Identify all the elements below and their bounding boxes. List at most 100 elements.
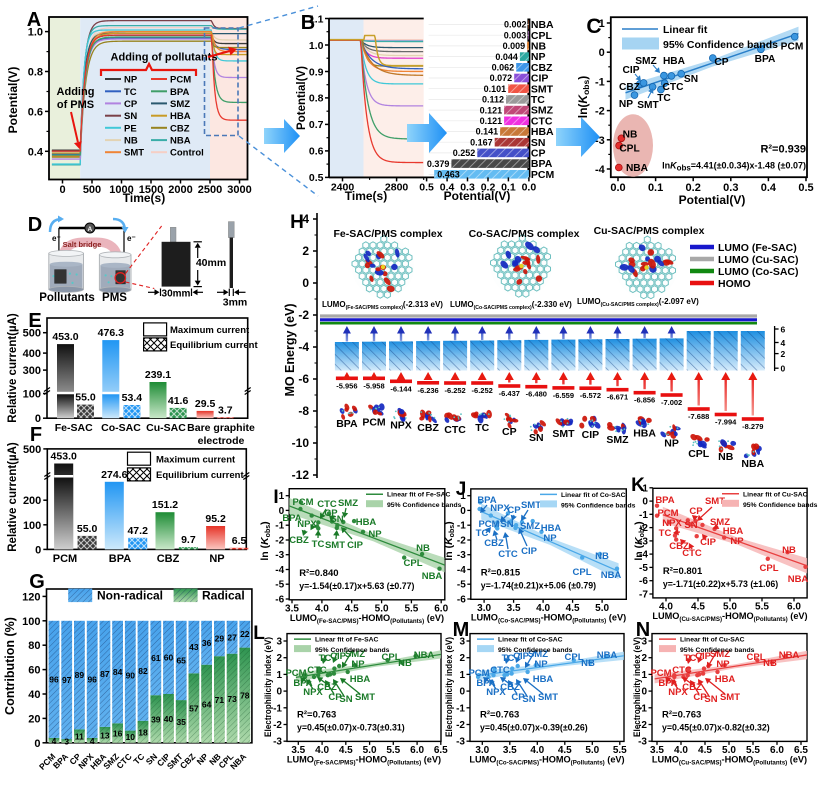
svg-text:0.112: 0.112: [482, 95, 504, 105]
svg-text:Co-SAC/PMS complex: Co-SAC/PMS complex: [469, 228, 580, 240]
svg-text:CTC: CTC: [663, 82, 685, 93]
svg-text:Control: Control: [170, 148, 204, 159]
svg-text:4: 4: [90, 736, 95, 746]
svg-text:57: 57: [189, 704, 199, 714]
svg-text:BPA: BPA: [336, 418, 358, 430]
svg-text:CIP: CIP: [347, 540, 364, 551]
svg-text:K: K: [631, 475, 645, 496]
svg-text:-8: -8: [298, 404, 309, 418]
svg-text:95% Confidence bands: 95% Confidence bands: [680, 647, 755, 654]
svg-text:Potential(V): Potential(V): [6, 67, 20, 134]
svg-text:NB: NB: [398, 658, 412, 669]
svg-text:1: 1: [276, 670, 282, 681]
svg-text:NP: NP: [543, 533, 557, 544]
svg-text:SMT: SMT: [521, 500, 541, 511]
svg-text:-1: -1: [639, 510, 648, 521]
svg-text:41.6: 41.6: [168, 395, 189, 407]
svg-text:Relative current(µA): Relative current(µA): [7, 442, 19, 552]
svg-text:NB: NB: [595, 551, 609, 562]
svg-text:5.0: 5.0: [585, 745, 599, 756]
svg-text:1: 1: [279, 491, 285, 502]
svg-text:4.5: 4.5: [345, 603, 359, 614]
svg-text:3000: 3000: [227, 184, 251, 196]
svg-text:0.002: 0.002: [504, 20, 527, 30]
svg-text:82: 82: [138, 666, 148, 676]
svg-text:2500: 2500: [198, 184, 222, 196]
svg-text:1.0: 1.0: [309, 40, 324, 52]
svg-text:SN: SN: [124, 111, 137, 122]
svg-text:y=0.45(±0.07)x-0.73(±0.31): y=0.45(±0.07)x-0.73(±0.31): [297, 722, 405, 732]
svg-text:y=-1.54(±0.17)x+5.63 (±0.77): y=-1.54(±0.17)x+5.63 (±0.77): [299, 581, 414, 591]
svg-text:TC: TC: [312, 539, 325, 550]
svg-text:0.9: 0.9: [309, 66, 324, 78]
svg-text:0.0: 0.0: [610, 182, 625, 194]
svg-text:64: 64: [202, 699, 212, 709]
svg-text:-4: -4: [595, 164, 606, 176]
svg-text:R²=0.801: R²=0.801: [663, 566, 703, 577]
svg-text:90: 90: [126, 671, 136, 681]
svg-text:CBZ: CBZ: [417, 422, 439, 434]
svg-text:200: 200: [23, 495, 41, 507]
svg-text:95% Confidence bands: 95% Confidence bands: [561, 502, 636, 509]
svg-text:NBA: NBA: [626, 163, 649, 174]
svg-text:89: 89: [75, 670, 85, 680]
svg-text:-5: -5: [275, 580, 284, 591]
svg-text:0: 0: [781, 364, 786, 374]
svg-text:NP: NP: [730, 536, 744, 547]
svg-text:NB: NB: [763, 658, 777, 669]
svg-text:CTC: CTC: [682, 548, 702, 559]
svg-text:5.5: 5.5: [755, 601, 769, 612]
svg-text:BPA: BPA: [109, 553, 131, 565]
svg-text:-2: -2: [595, 106, 605, 118]
svg-text:95% Confidence bands: 95% Confidence bands: [387, 502, 462, 509]
svg-text:R²=0.763: R²=0.763: [480, 709, 519, 720]
svg-text:2: 2: [781, 349, 786, 359]
svg-text:71: 71: [215, 695, 225, 705]
svg-text:-10: -10: [292, 436, 310, 450]
svg-text:of PMS: of PMS: [57, 99, 94, 111]
svg-text:SN: SN: [522, 694, 535, 705]
svg-text:4.5: 4.5: [339, 745, 353, 756]
svg-text:-3: -3: [275, 550, 284, 561]
svg-text:NP: NP: [368, 529, 382, 540]
svg-text:35: 35: [176, 717, 186, 727]
svg-text:0.8: 0.8: [28, 67, 43, 79]
svg-text:PCM: PCM: [362, 417, 386, 429]
svg-text:SMT: SMT: [637, 100, 659, 111]
svg-text:y=-1.71(±0.22)x+5.73 (±1.06): y=-1.71(±0.22)x+5.73 (±1.06): [663, 579, 778, 589]
svg-text:1: 1: [459, 670, 465, 681]
svg-text:-1: -1: [273, 703, 282, 714]
svg-text:0.5: 0.5: [309, 172, 324, 184]
svg-text:40: 40: [28, 689, 40, 701]
svg-text:Radical: Radical: [202, 589, 245, 603]
svg-text:-5: -5: [457, 580, 466, 591]
svg-text:R²=0.840: R²=0.840: [299, 568, 338, 579]
svg-text:453.0: 453.0: [51, 451, 77, 463]
svg-text:Non-radical: Non-radical: [97, 589, 163, 603]
svg-text:Adding of pollutants: Adding of pollutants: [111, 52, 218, 64]
svg-text:SN: SN: [529, 432, 544, 444]
svg-text:A: A: [88, 226, 93, 233]
svg-text:CBZ: CBZ: [289, 535, 309, 546]
svg-text:40: 40: [164, 714, 174, 724]
svg-text:-7.688: -7.688: [688, 412, 709, 421]
svg-text:0.0: 0.0: [522, 181, 537, 193]
svg-text:0.252: 0.252: [453, 148, 476, 158]
svg-text:CPL: CPL: [688, 448, 710, 460]
svg-text:3.7: 3.7: [218, 404, 233, 416]
svg-text:SMT: SMT: [325, 540, 345, 551]
svg-text:C: C: [586, 15, 601, 38]
svg-text:300: 300: [23, 365, 41, 377]
svg-text:MO Energy (eV): MO Energy (eV): [283, 303, 297, 396]
svg-text:95% Confidence bands: 95% Confidence bands: [315, 647, 390, 654]
svg-text:-6.671: -6.671: [607, 393, 628, 402]
svg-text:BPA: BPA: [655, 495, 674, 506]
svg-text:PCM: PCM: [53, 553, 77, 565]
svg-text:-4: -4: [298, 340, 309, 354]
svg-text:NBA: NBA: [422, 571, 443, 582]
svg-text:Bare graphite: Bare graphite: [187, 422, 255, 434]
svg-text:96: 96: [87, 674, 97, 684]
svg-text:SMZ: SMZ: [338, 498, 358, 509]
svg-text:96: 96: [49, 674, 59, 684]
svg-text:100: 100: [22, 616, 40, 628]
